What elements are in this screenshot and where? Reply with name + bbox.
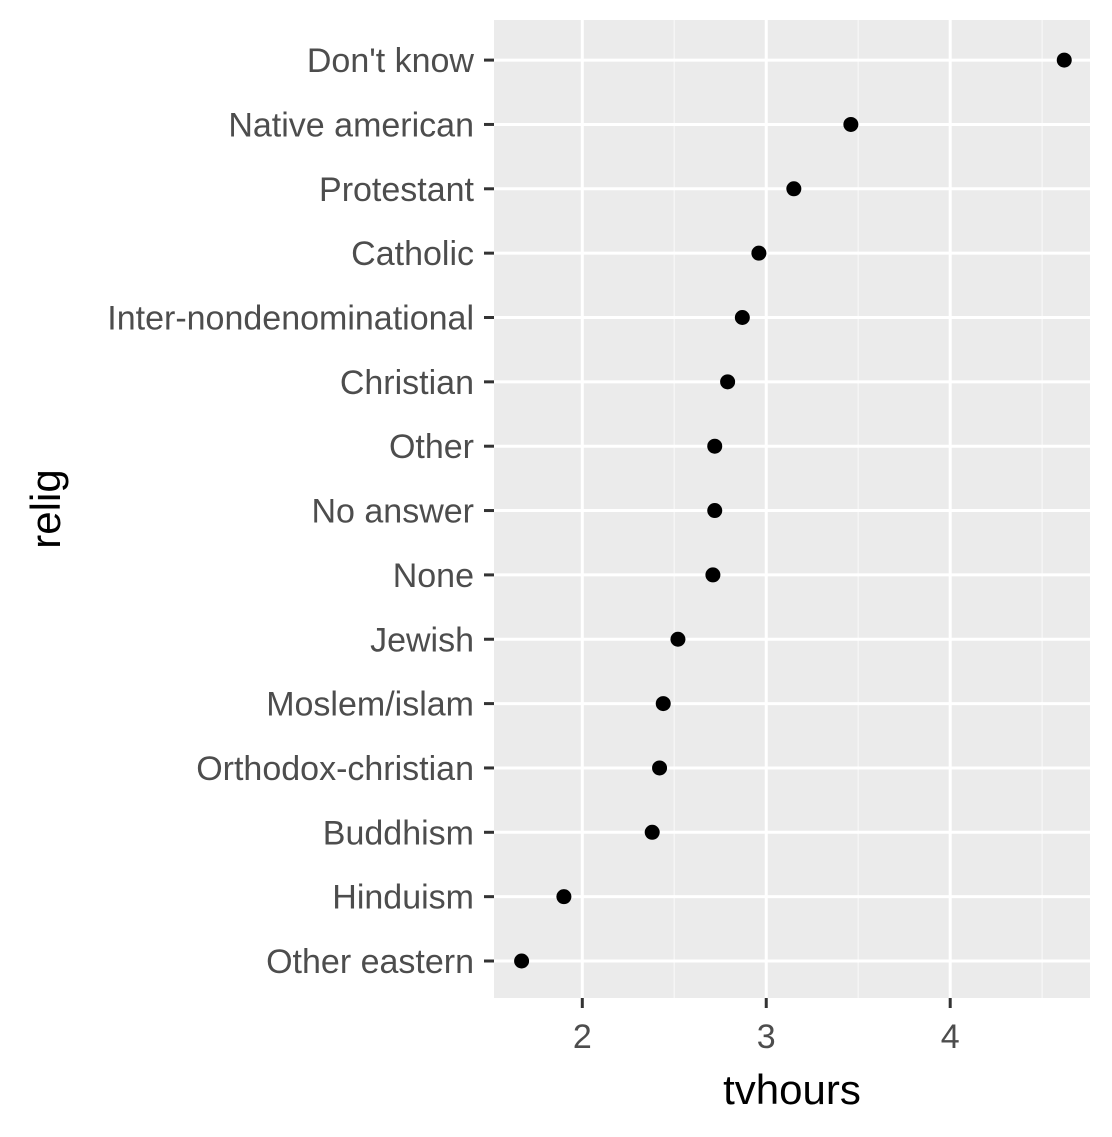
grid-lines: [494, 20, 1090, 998]
y-tick-label: Jewish: [370, 621, 474, 659]
y-tick-label: Other eastern: [266, 943, 474, 981]
x-tick-label: 4: [941, 1018, 960, 1056]
y-tick-label: Protestant: [319, 171, 475, 209]
data-point: [644, 824, 660, 840]
data-point: [705, 567, 721, 583]
y-tick-label: Other: [389, 428, 474, 466]
data-point: [734, 310, 750, 325]
data-point: [707, 503, 723, 519]
y-tick-label: Christian: [340, 364, 474, 402]
y-tick-label: No answer: [311, 493, 474, 531]
data-point: [720, 374, 736, 390]
x-tick-label: 2: [573, 1018, 592, 1056]
y-tick-label: Moslem/islam: [266, 686, 474, 724]
data-point: [655, 696, 671, 712]
y-tick-label: Buddhism: [323, 814, 474, 852]
x-tick-label: 3: [757, 1018, 776, 1056]
y-tick-label: Hinduism: [332, 879, 474, 917]
data-point: [670, 631, 686, 647]
data-point: [786, 181, 802, 197]
data-point: [652, 760, 668, 776]
data-point: [556, 889, 572, 905]
y-axis: Other eastern Hinduism Buddhism Orthodox-ch…: [107, 42, 494, 981]
data-points: [514, 52, 1072, 969]
y-tick-label: Don't know: [307, 42, 475, 80]
y-tick-label: Inter-nondenominational: [107, 300, 474, 338]
y-tick-label: Native american: [228, 106, 474, 144]
y-tick-label: None: [393, 557, 474, 595]
y-tick-label: Orthodox-christian: [196, 750, 474, 788]
x-axis-title: tvhours: [723, 1066, 861, 1113]
x-axis: 2 3 4: [573, 998, 960, 1056]
data-point: [1056, 52, 1072, 68]
data-point: [514, 953, 530, 969]
data-point: [707, 438, 723, 454]
data-point: [843, 116, 859, 132]
y-tick-label: Catholic: [351, 235, 474, 273]
data-point: [751, 245, 767, 261]
y-axis-title: relig: [22, 469, 69, 548]
